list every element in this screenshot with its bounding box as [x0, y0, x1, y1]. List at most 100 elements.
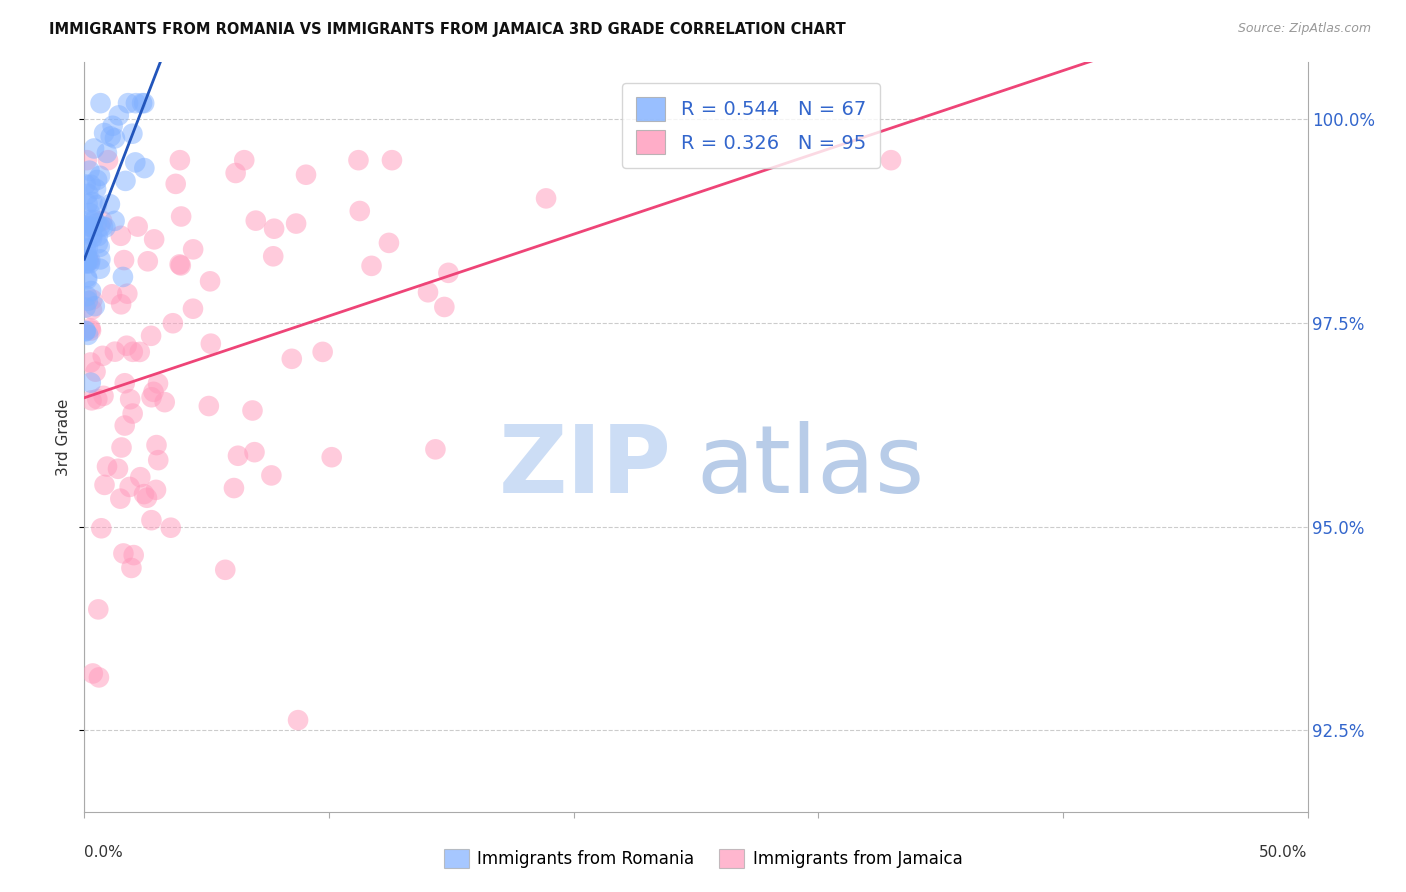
Point: [198, 399, 221, 413]
Point: [121, 127, 143, 141]
Text: ZIP: ZIP: [499, 421, 672, 513]
Point: [145, 483, 167, 497]
Point: [83, 213, 105, 227]
Point: [75, 324, 97, 338]
Point: [134, 161, 156, 175]
Point: [79, 256, 101, 270]
Point: [77, 253, 100, 268]
Point: [100, 129, 122, 144]
Point: [121, 407, 143, 421]
Point: [114, 174, 136, 188]
Point: [245, 213, 267, 227]
Point: [93, 126, 115, 140]
Point: [121, 344, 143, 359]
Point: [87, 670, 110, 684]
Point: [87, 602, 110, 616]
Point: [79, 253, 101, 268]
Point: [76, 270, 98, 285]
Point: [115, 339, 138, 353]
Point: [233, 153, 256, 168]
Point: [127, 219, 149, 234]
Legend: R = 0.544   N = 67, R = 0.326   N = 95: R = 0.544 N = 67, R = 0.326 N = 95: [623, 83, 880, 168]
Point: [76, 250, 98, 264]
Point: [170, 259, 193, 273]
Point: [347, 153, 370, 168]
Legend: Immigrants from Romania, Immigrants from Jamaica: Immigrants from Romania, Immigrants from…: [437, 843, 969, 875]
Point: [76, 197, 98, 211]
Point: [226, 449, 249, 463]
Point: [112, 546, 135, 560]
Point: [83, 299, 105, 313]
Point: [79, 321, 101, 335]
Point: [132, 487, 155, 501]
Point: [80, 376, 103, 390]
Point: [79, 206, 101, 220]
Point: [90, 96, 112, 111]
Text: 50.0%: 50.0%: [1260, 846, 1308, 861]
Point: [416, 285, 439, 300]
Point: [146, 376, 169, 391]
Point: [148, 453, 170, 467]
Point: [84, 182, 107, 196]
Point: [80, 284, 103, 298]
Point: [128, 345, 150, 359]
Point: [134, 96, 156, 111]
Point: [86, 198, 108, 212]
Point: [120, 561, 142, 575]
Point: [181, 301, 204, 316]
Point: [287, 713, 309, 727]
Point: [360, 259, 382, 273]
Point: [378, 235, 401, 250]
Point: [80, 324, 103, 338]
Point: [79, 217, 101, 231]
Point: [141, 513, 163, 527]
Point: [120, 392, 142, 407]
Point: [89, 219, 111, 234]
Point: [76, 153, 98, 168]
Point: [87, 229, 110, 244]
Point: [76, 289, 98, 303]
Point: [143, 232, 166, 246]
Point: [93, 478, 115, 492]
Point: [79, 163, 101, 178]
Point: [80, 227, 103, 242]
Point: [118, 480, 141, 494]
Point: [103, 214, 125, 228]
Text: atlas: atlas: [696, 421, 924, 513]
Point: [94, 220, 117, 235]
Point: [96, 459, 118, 474]
Point: [80, 302, 103, 317]
Y-axis label: 3rd Grade: 3rd Grade: [56, 399, 72, 475]
Point: [141, 390, 163, 404]
Point: [433, 300, 456, 314]
Point: [86, 216, 108, 230]
Point: [263, 221, 285, 235]
Point: [129, 470, 152, 484]
Point: [114, 418, 136, 433]
Point: [82, 220, 104, 235]
Point: [76, 293, 98, 308]
Point: [111, 269, 134, 284]
Point: [349, 204, 371, 219]
Point: [76, 257, 98, 271]
Point: [243, 445, 266, 459]
Point: [169, 153, 191, 168]
Point: [89, 240, 111, 254]
Point: [165, 177, 187, 191]
Point: [86, 173, 108, 187]
Point: [75, 301, 97, 315]
Point: [139, 328, 162, 343]
Point: [90, 521, 112, 535]
Point: [75, 253, 97, 268]
Point: [83, 141, 105, 155]
Point: [159, 521, 181, 535]
Point: [82, 195, 104, 210]
Point: [425, 442, 447, 457]
Point: [82, 293, 104, 307]
Point: [87, 236, 110, 251]
Point: [124, 155, 146, 169]
Point: [75, 242, 97, 256]
Point: [214, 563, 236, 577]
Point: [107, 462, 129, 476]
Point: [104, 131, 127, 145]
